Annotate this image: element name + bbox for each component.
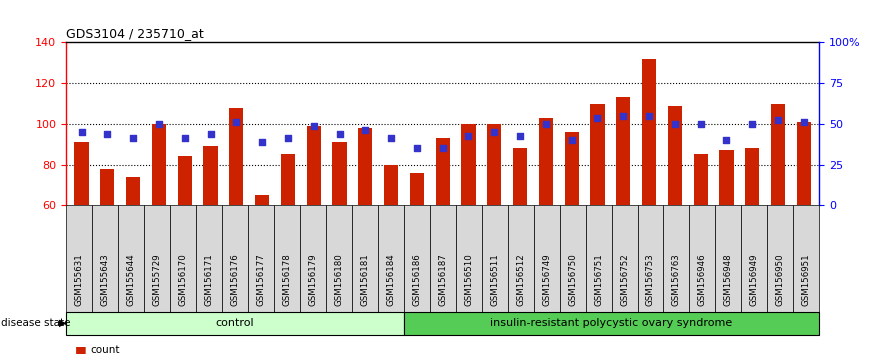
Bar <box>281 154 295 205</box>
Text: GDS3104 / 235710_at: GDS3104 / 235710_at <box>66 27 204 40</box>
Text: GSM156752: GSM156752 <box>620 253 629 306</box>
Bar <box>616 97 631 205</box>
Text: GSM156187: GSM156187 <box>438 253 448 306</box>
Bar <box>720 150 734 205</box>
Point <box>539 121 553 127</box>
Point <box>435 145 449 151</box>
Point <box>565 137 579 143</box>
Bar <box>359 128 373 205</box>
Bar <box>462 124 476 205</box>
Bar <box>229 108 243 205</box>
Text: GSM156946: GSM156946 <box>698 253 707 306</box>
Text: GSM156184: GSM156184 <box>386 253 396 306</box>
Point <box>796 119 811 125</box>
Text: ■: ■ <box>75 344 86 354</box>
Text: GSM156170: GSM156170 <box>179 253 188 306</box>
Point <box>126 135 140 141</box>
Point <box>359 127 373 133</box>
Text: GSM156753: GSM156753 <box>646 253 655 306</box>
Bar <box>745 148 759 205</box>
Point <box>771 117 785 123</box>
Text: GSM156751: GSM156751 <box>594 253 603 306</box>
Text: count: count <box>91 346 120 354</box>
Point <box>642 113 656 119</box>
Point <box>384 135 398 141</box>
Point <box>462 133 476 139</box>
Text: GSM156181: GSM156181 <box>360 253 369 306</box>
Text: GSM156763: GSM156763 <box>672 253 681 306</box>
Bar <box>126 177 140 205</box>
Point <box>178 135 192 141</box>
Text: GSM156950: GSM156950 <box>776 253 785 306</box>
Text: GSM156178: GSM156178 <box>282 253 292 306</box>
Bar <box>539 118 553 205</box>
Bar <box>590 104 604 205</box>
Bar <box>487 124 501 205</box>
Point <box>616 113 630 119</box>
Bar <box>513 148 527 205</box>
Point <box>487 129 501 135</box>
Bar <box>307 126 321 205</box>
Bar <box>332 142 346 205</box>
Point <box>745 121 759 127</box>
Text: GSM156510: GSM156510 <box>464 253 473 306</box>
Bar <box>75 142 89 205</box>
Text: GSM156177: GSM156177 <box>256 253 265 306</box>
Text: disease state: disease state <box>1 318 70 328</box>
Text: insulin-resistant polycystic ovary syndrome: insulin-resistant polycystic ovary syndr… <box>491 318 733 328</box>
Text: GSM155631: GSM155631 <box>75 253 84 306</box>
Point <box>720 137 734 143</box>
Point <box>332 131 346 137</box>
Point <box>281 135 295 141</box>
Bar <box>435 138 450 205</box>
Bar <box>178 156 192 205</box>
Point <box>229 119 243 125</box>
Text: GSM156949: GSM156949 <box>750 254 759 306</box>
Point <box>410 145 424 151</box>
Point <box>307 123 321 129</box>
Bar <box>642 59 656 205</box>
Point <box>693 121 707 127</box>
Bar <box>771 104 785 205</box>
Text: GSM156176: GSM156176 <box>231 253 240 306</box>
Point <box>668 121 682 127</box>
Bar <box>204 146 218 205</box>
Text: GSM156511: GSM156511 <box>490 253 500 306</box>
Text: GSM155643: GSM155643 <box>100 253 109 306</box>
Text: GSM156951: GSM156951 <box>802 253 811 306</box>
Bar <box>152 124 166 205</box>
Text: ▶: ▶ <box>59 318 67 328</box>
Point <box>204 131 218 137</box>
Text: GSM156948: GSM156948 <box>724 253 733 306</box>
Bar <box>668 105 682 205</box>
Text: GSM156171: GSM156171 <box>204 253 213 306</box>
Bar <box>796 122 811 205</box>
Text: GSM156750: GSM156750 <box>568 253 577 306</box>
Text: control: control <box>216 318 255 328</box>
Text: GSM156180: GSM156180 <box>334 253 344 306</box>
Bar <box>565 132 579 205</box>
Text: GSM156749: GSM156749 <box>542 253 552 306</box>
Point <box>75 129 89 135</box>
Bar <box>255 195 270 205</box>
Point <box>255 139 270 145</box>
Text: GSM156186: GSM156186 <box>412 253 421 306</box>
Point <box>100 131 115 137</box>
Bar <box>384 165 398 205</box>
Text: GSM156179: GSM156179 <box>308 253 317 306</box>
Bar <box>100 169 115 205</box>
Text: GSM155729: GSM155729 <box>152 253 161 306</box>
Bar <box>693 154 707 205</box>
Point <box>590 115 604 121</box>
Text: GSM155644: GSM155644 <box>127 253 136 306</box>
Bar <box>410 173 424 205</box>
Text: GSM156512: GSM156512 <box>516 253 525 306</box>
Point <box>152 121 166 127</box>
Point <box>513 133 527 139</box>
